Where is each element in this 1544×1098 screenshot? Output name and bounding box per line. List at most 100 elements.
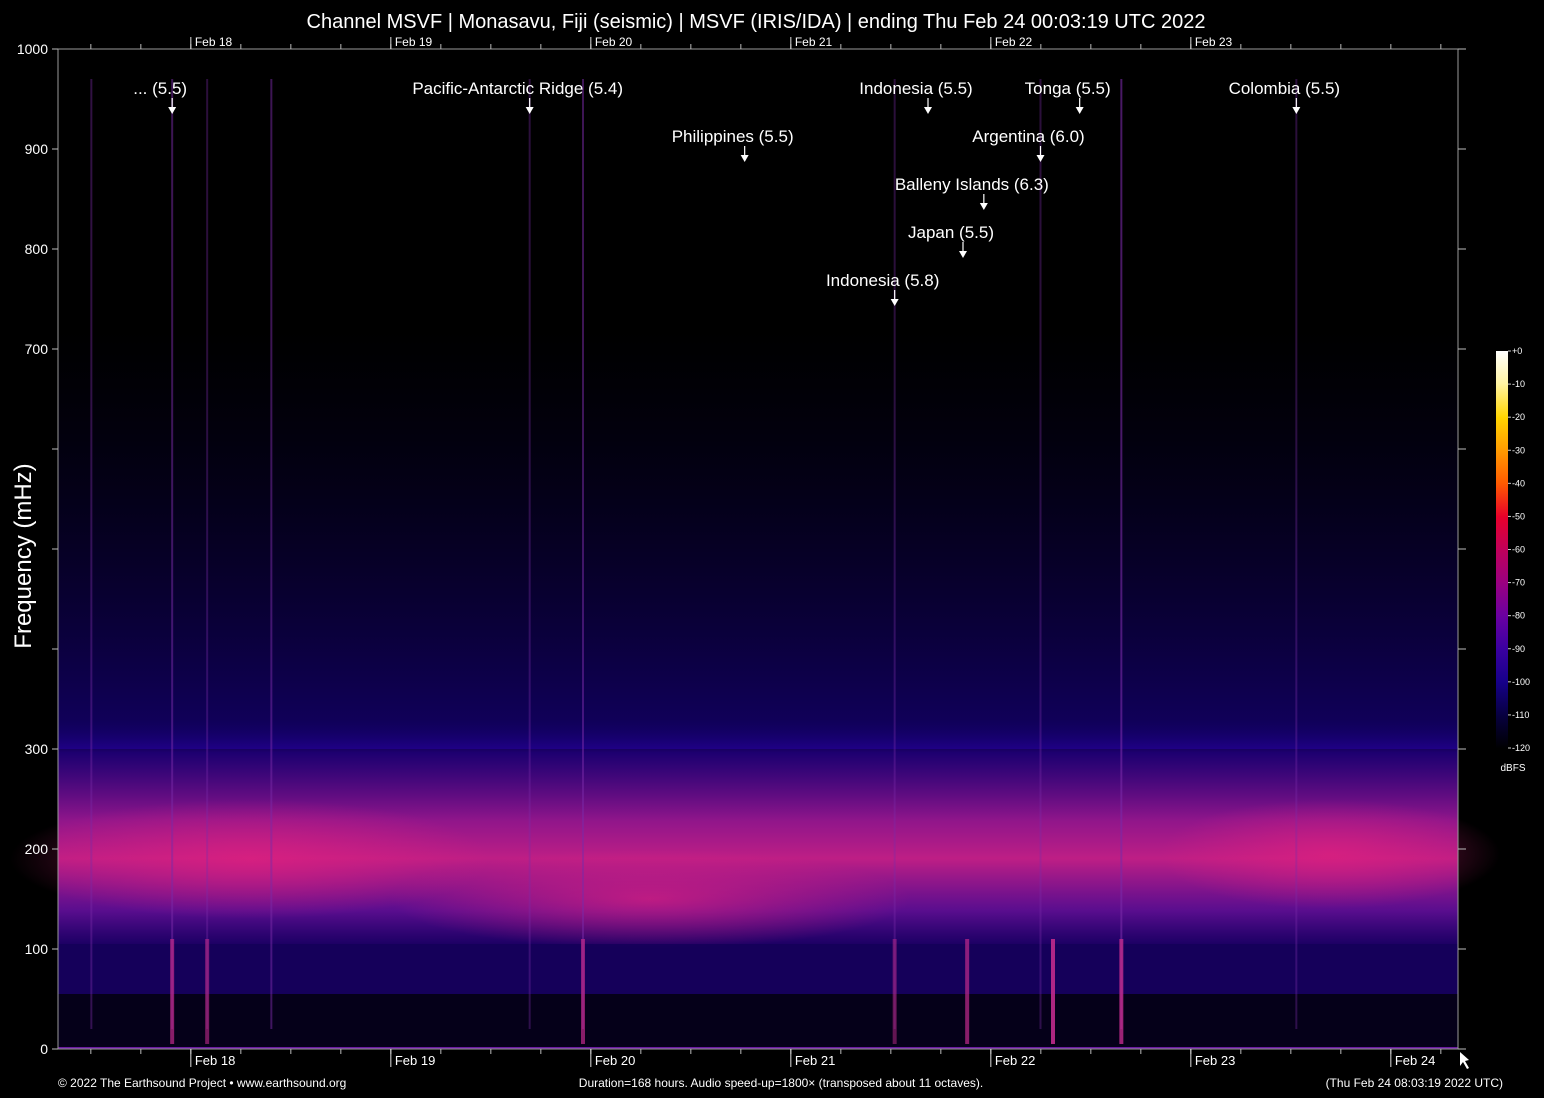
y-tick-label: 900	[25, 141, 49, 157]
event-arrow-head	[525, 107, 534, 114]
x-day-label: Feb 22	[995, 1053, 1035, 1068]
event-streak	[171, 79, 174, 1029]
colorbar-segment	[1496, 450, 1508, 484]
event-label: Argentina (6.0)	[972, 127, 1084, 146]
x-day-label-top: Feb 23	[1195, 35, 1233, 49]
x-day-label: Feb 20	[595, 1053, 635, 1068]
event-arrow-head	[168, 107, 177, 114]
x-day-label-top: Feb 20	[595, 35, 633, 49]
event-streak	[893, 79, 896, 1029]
band-hotspot	[1160, 799, 1500, 909]
event-label: ... (5.5)	[133, 79, 187, 98]
event-streak	[1039, 79, 1042, 1029]
spectrogram-image	[10, 79, 1500, 1049]
x-day-label-top: Feb 18	[195, 35, 233, 49]
x-axis: Feb 18 Feb 18 Feb 19 Feb 19 Feb 20 Feb 20 Feb …	[90, 35, 1442, 1068]
colorbar-tick-label: -100	[1512, 677, 1530, 687]
event-streak	[270, 79, 273, 1029]
colorbar-tick-label: -10	[1512, 379, 1525, 389]
colorbar-segment	[1496, 516, 1508, 550]
x-day-label: Feb 24	[1395, 1053, 1435, 1068]
colorbar-tick-label: -60	[1512, 545, 1525, 555]
y-tick-label: 0	[40, 1041, 48, 1057]
event-streak	[1295, 79, 1298, 1029]
footer-duration: Duration=168 hours. Audio speed-up=1800×…	[579, 1076, 983, 1090]
event-label: Indonesia (5.8)	[826, 271, 939, 290]
baseline-line	[58, 1047, 1458, 1049]
colorbar-segment	[1496, 648, 1508, 683]
colorbar-unit: dBFS	[1500, 763, 1525, 774]
footer-copyright: © 2022 The Earthsound Project • www.eart…	[58, 1076, 346, 1090]
colorbar: +0 -10 -20 -30 -40 -50 -60 -70 -80 -90 -100 -110 -12…	[1496, 346, 1530, 774]
event-streak	[582, 79, 584, 1029]
footer-timestamp: (Thu Feb 24 08:03:19 2022 UTC)	[1326, 1076, 1503, 1090]
event-streak	[1120, 79, 1123, 1029]
colorbar-tick-label: -120	[1512, 743, 1530, 753]
colorbar-segment	[1496, 714, 1508, 749]
colorbar-tick-label: -50	[1512, 511, 1525, 521]
event-label: Tonga (5.5)	[1025, 79, 1111, 98]
event-label: Indonesia (5.5)	[859, 79, 972, 98]
colorbar-tick-label: -80	[1512, 611, 1525, 621]
event-burst	[205, 939, 210, 1044]
y-axis-label: Frequency (mHz)	[10, 463, 37, 648]
y-tick-label: 300	[25, 741, 49, 757]
y-tick-label: 1000	[17, 41, 48, 57]
lowest-band	[58, 994, 1458, 1049]
y-tick-label: 200	[25, 841, 49, 857]
event-arrow-head	[1036, 155, 1045, 162]
event-arrow-head	[979, 203, 988, 210]
chart-title: Channel MSVF | Monasavu, Fiji (seismic) …	[307, 11, 1206, 33]
event-arrow-head	[959, 251, 967, 258]
event-label: Japan (5.5)	[908, 223, 994, 242]
x-day-label-top: Feb 21	[795, 35, 833, 49]
cursor-icon	[1460, 1052, 1469, 1069]
event-label: Balleny Islands (6.3)	[895, 175, 1049, 194]
low-frequency-band	[58, 944, 1458, 994]
event-streak	[528, 79, 531, 1029]
event-arrow-head	[1075, 107, 1084, 114]
background-haze	[58, 329, 1458, 749]
x-day-label-top: Feb 22	[995, 35, 1033, 49]
event-streak	[206, 79, 209, 1029]
colorbar-segment	[1496, 483, 1508, 517]
colorbar-tick-label: +0	[1512, 346, 1522, 356]
colorbar-segment	[1496, 384, 1508, 418]
x-day-label-top: Feb 19	[395, 35, 433, 49]
x-day-label: Feb 18	[195, 1053, 235, 1068]
event-arrow-head	[890, 299, 899, 306]
colorbar-segment	[1496, 582, 1508, 617]
colorbar-tick-label: -40	[1512, 478, 1525, 488]
event-burst	[581, 939, 585, 1044]
band-hotspot	[10, 799, 490, 919]
colorbar-segment	[1496, 351, 1508, 385]
colorbar-tick-label: -110	[1512, 710, 1529, 720]
y-tick-label: 800	[25, 241, 49, 257]
colorbar-segment	[1496, 417, 1508, 451]
event-burst	[1119, 939, 1124, 1044]
colorbar-segment	[1496, 681, 1508, 716]
event-label: Pacific-Antarctic Ridge (5.4)	[412, 79, 623, 98]
event-burst	[965, 939, 970, 1044]
event-burst	[170, 939, 175, 1044]
event-streak	[90, 79, 93, 1029]
x-day-label: Feb 23	[1195, 1053, 1235, 1068]
y-tick-label: 100	[25, 941, 49, 957]
event-label: Colombia (5.5)	[1229, 79, 1341, 98]
colorbar-tick-label: -70	[1512, 578, 1525, 588]
event-burst	[892, 939, 897, 1044]
y-axis: 0 100 200 300 700 800 900 1000	[17, 41, 1466, 1057]
band-hotspot	[390, 849, 910, 949]
colorbar-tick-label: -20	[1512, 412, 1525, 422]
x-day-label: Feb 21	[795, 1053, 835, 1068]
event-arrow-head	[924, 107, 932, 114]
colorbar-tick-label: -30	[1512, 445, 1525, 455]
event-label: Philippines (5.5)	[672, 127, 794, 146]
event-arrow-head	[740, 155, 749, 162]
x-day-label: Feb 19	[395, 1053, 435, 1068]
event-arrow-head	[1292, 107, 1301, 114]
event-annotations: ... (5.5) Pacific-Antarctic Ridge (5.4) In…	[133, 79, 1340, 306]
y-tick-label: 700	[25, 341, 49, 357]
colorbar-tick-label: -90	[1512, 644, 1525, 654]
